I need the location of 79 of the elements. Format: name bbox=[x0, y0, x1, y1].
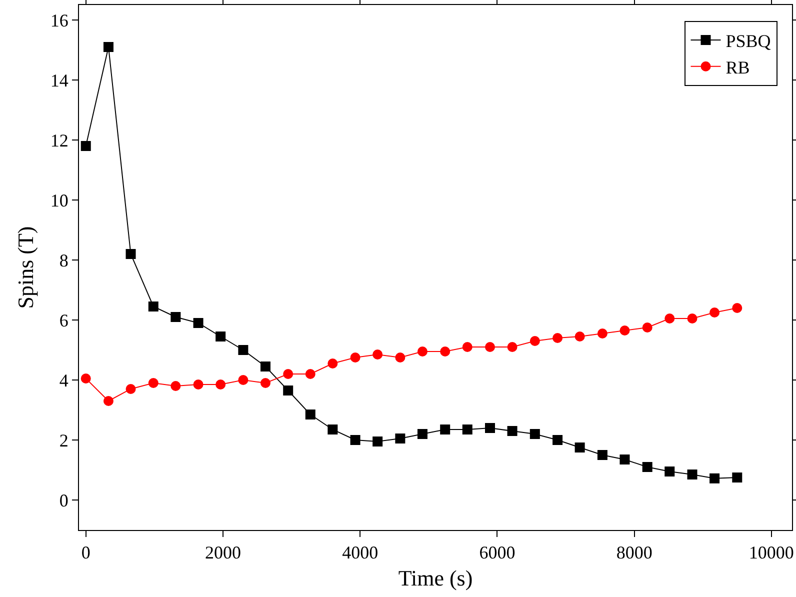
point bbox=[485, 423, 495, 433]
point bbox=[283, 369, 294, 379]
y-tick-label: 0 bbox=[59, 490, 68, 510]
point bbox=[260, 378, 270, 388]
y-tick-label: 10 bbox=[50, 190, 68, 210]
point bbox=[530, 336, 540, 346]
point bbox=[372, 436, 383, 446]
point bbox=[552, 435, 563, 445]
point bbox=[507, 426, 518, 436]
point bbox=[530, 429, 540, 439]
point bbox=[687, 470, 698, 480]
point bbox=[710, 308, 720, 318]
point bbox=[103, 42, 114, 52]
point bbox=[462, 424, 472, 434]
y-tick-label: 14 bbox=[50, 70, 68, 90]
x-tick-label: 0 bbox=[81, 542, 90, 563]
x-tick-label: 2000 bbox=[204, 542, 241, 563]
point bbox=[642, 322, 652, 332]
legend-label: PSBQ bbox=[726, 30, 771, 51]
point bbox=[148, 378, 158, 388]
point bbox=[170, 381, 181, 391]
point bbox=[732, 303, 742, 313]
y-axis-title: Spins (T) bbox=[13, 226, 38, 309]
x-tick-label: 6000 bbox=[479, 542, 516, 563]
y-tick-label: 2 bbox=[59, 430, 68, 450]
legend-label: RB bbox=[726, 57, 750, 78]
x-tick-label: 4000 bbox=[342, 542, 378, 563]
point bbox=[395, 352, 406, 362]
point bbox=[440, 346, 450, 356]
point bbox=[462, 342, 472, 352]
point bbox=[395, 434, 406, 444]
point bbox=[620, 326, 630, 336]
point bbox=[642, 462, 652, 472]
point bbox=[507, 342, 518, 352]
point bbox=[305, 410, 316, 420]
point bbox=[664, 314, 675, 324]
point bbox=[283, 386, 294, 396]
point bbox=[710, 473, 720, 484]
point bbox=[148, 302, 158, 312]
point bbox=[216, 332, 226, 342]
point bbox=[126, 384, 136, 394]
point bbox=[328, 424, 338, 434]
x-tick-label: 8000 bbox=[616, 542, 652, 563]
point bbox=[80, 141, 91, 151]
point bbox=[238, 345, 248, 355]
point bbox=[417, 346, 428, 356]
point bbox=[597, 328, 608, 338]
point bbox=[170, 312, 181, 322]
point bbox=[260, 362, 270, 372]
point bbox=[238, 375, 248, 385]
point bbox=[350, 352, 360, 362]
y-tick-label: 12 bbox=[50, 130, 68, 150]
point bbox=[305, 369, 316, 379]
point bbox=[440, 424, 450, 434]
x-tick-label: 10000 bbox=[748, 542, 794, 563]
point bbox=[103, 396, 114, 406]
point bbox=[193, 318, 204, 328]
y-tick-label: 6 bbox=[59, 310, 68, 330]
point bbox=[732, 472, 742, 482]
y-tick-label: 8 bbox=[59, 250, 68, 270]
x-axis-title: Time (s) bbox=[398, 566, 473, 590]
point bbox=[126, 249, 136, 259]
point bbox=[574, 442, 585, 452]
point bbox=[597, 450, 608, 460]
point bbox=[620, 454, 630, 464]
point bbox=[80, 374, 91, 384]
point bbox=[485, 342, 495, 352]
point bbox=[417, 429, 428, 439]
point bbox=[664, 466, 675, 476]
point bbox=[552, 333, 563, 343]
point bbox=[372, 350, 383, 360]
y-tick-label: 16 bbox=[50, 10, 68, 30]
point bbox=[328, 358, 338, 368]
point bbox=[687, 314, 698, 324]
point bbox=[350, 435, 360, 445]
point bbox=[574, 332, 585, 342]
point bbox=[193, 380, 204, 390]
point bbox=[216, 380, 226, 390]
y-tick-label: 4 bbox=[59, 370, 68, 390]
